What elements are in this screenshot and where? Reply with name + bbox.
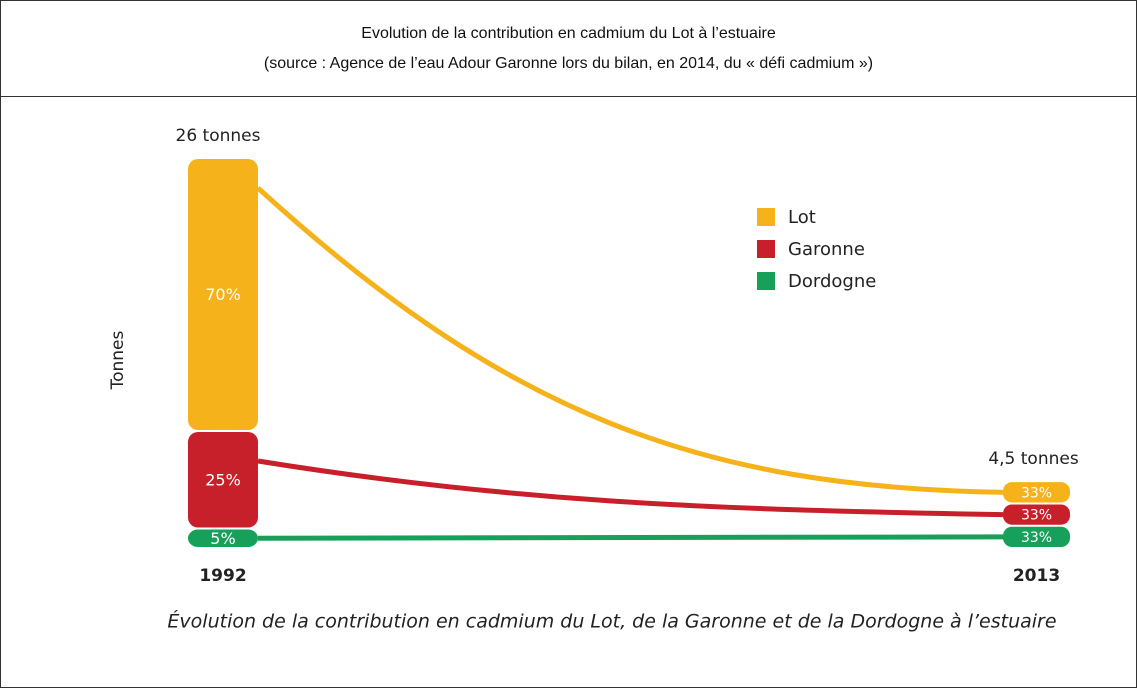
bar-segment	[1003, 504, 1070, 525]
value-label: 70%	[205, 285, 241, 304]
value-label: 33%	[1021, 530, 1052, 546]
bar-segment	[1003, 482, 1070, 503]
value-label: 25%	[205, 470, 241, 489]
flow-line	[257, 534, 1004, 541]
total-label: 26 tonnes	[176, 126, 261, 146]
bar-segment	[188, 159, 258, 430]
total-label: 4,5 tonnes	[988, 449, 1079, 469]
legend-swatch	[757, 208, 775, 226]
legend-swatch	[757, 272, 775, 290]
x-tick-label: 2013	[1013, 566, 1060, 586]
header: Evolution de la contribution en cadmium …	[1, 1, 1136, 97]
title: Evolution de la contribution en cadmium …	[361, 25, 776, 42]
legend-label: Garonne	[788, 239, 865, 260]
value-label: 33%	[1021, 485, 1052, 501]
bar-segment	[188, 529, 258, 547]
x-tick-label: 1992	[199, 566, 246, 586]
source: (source : Agence de l’eau Adour Garonne …	[263, 55, 874, 72]
value-label: 5%	[210, 529, 235, 548]
legend-label: Dordogne	[788, 271, 876, 292]
bar-segment	[1003, 526, 1070, 547]
y-axis-label: Tonnes	[108, 330, 128, 390]
legend-label: Lot	[788, 207, 816, 228]
bar-segment	[188, 432, 258, 528]
flow-line	[256, 186, 1004, 495]
flow-line	[257, 458, 1004, 518]
caption: Évolution de la contribution en cadmium …	[167, 610, 1056, 633]
legend-swatch	[757, 240, 775, 258]
value-label: 33%	[1021, 508, 1052, 524]
